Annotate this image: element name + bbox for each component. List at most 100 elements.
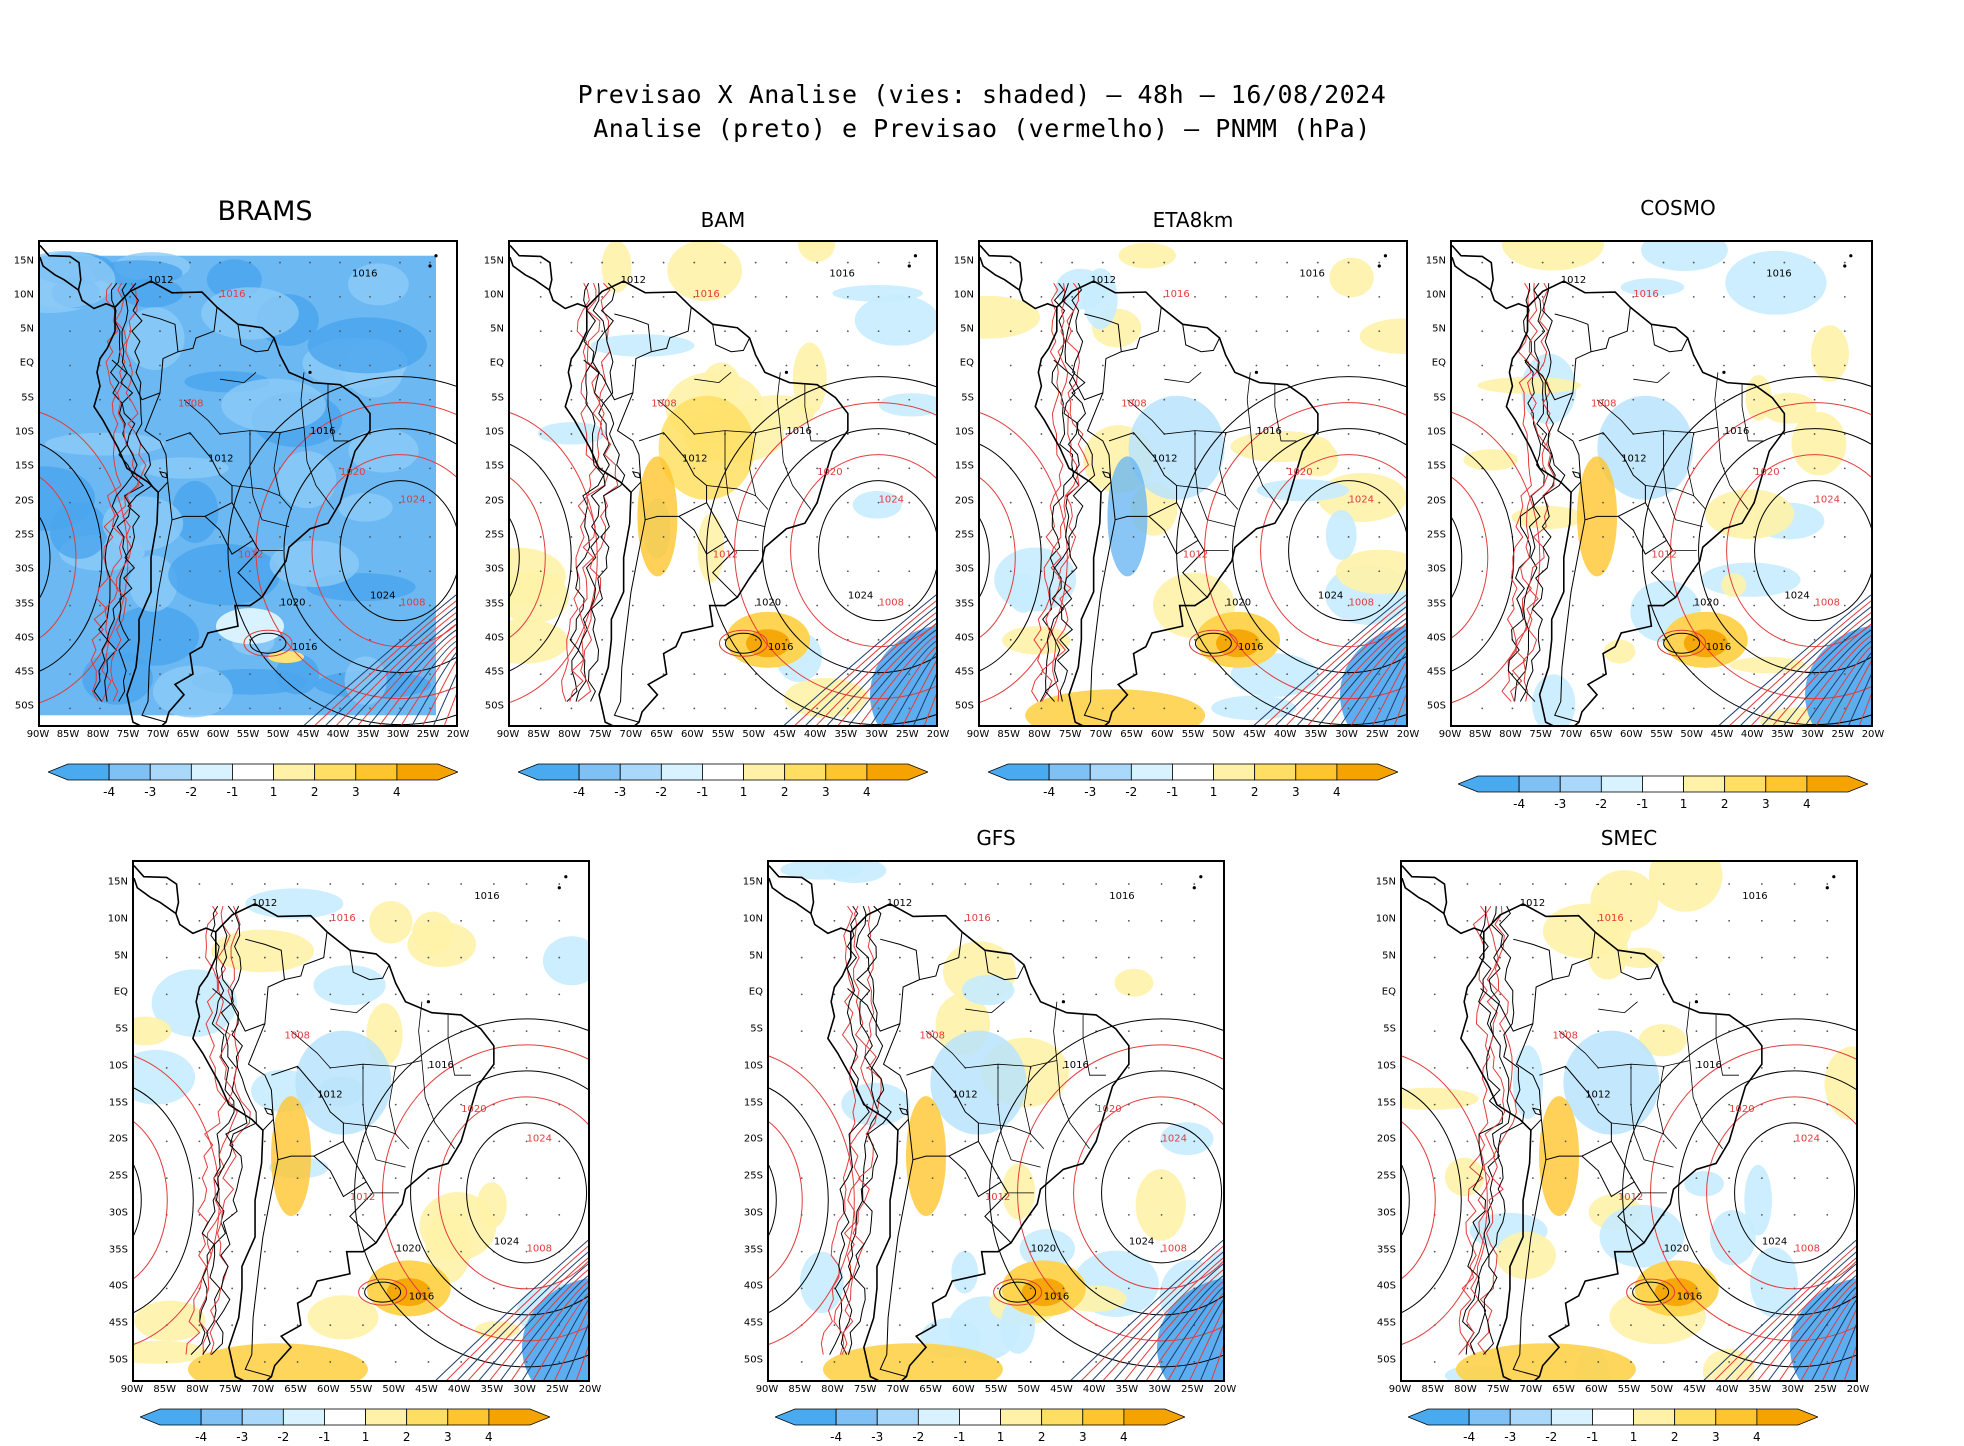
latitude-tick-label: 10N: [1375, 913, 1396, 925]
longitude-axis: 90W 85W 80W 75W 70W 65W 60W 55W 50W 45W 40W 35W 30W 2…: [497, 729, 950, 743]
latitude-tick-label: 15N: [1375, 876, 1396, 888]
latitude-tick-label: 35S: [954, 598, 974, 610]
colorbar-bin: [1041, 1408, 1084, 1426]
colorbar-tick-label: -1: [318, 1430, 331, 1444]
longitude-tick-label: 75W: [588, 729, 612, 740]
contour-labels: 1012 1016 1012 1016 1020 1024 1016 1016 1020 1012…: [1520, 891, 1820, 1303]
colorbar-bin: [355, 763, 398, 781]
longitude-tick-label: 35W: [356, 729, 380, 740]
colorbar-tick-label: -2: [1545, 1430, 1558, 1444]
coastlines: [134, 865, 568, 1380]
isobars: [1452, 282, 1871, 725]
longitude-tick-label: 85W: [1468, 729, 1492, 740]
longitude-tick-label: 80W: [186, 1384, 209, 1395]
longitude-tick-label: 65W: [1589, 729, 1613, 740]
latitude-tick-label: 35S: [1426, 598, 1446, 610]
svg-text:1020: 1020: [461, 1104, 486, 1115]
latitude-axis: 15N 10N 5N EQ 5S 10S 15S 20S 25S 30S 35S 40S 45S 50S: [96, 860, 128, 1382]
longitude-tick-label: 55W: [1617, 1384, 1641, 1395]
longitude-tick-label: 80W: [86, 729, 110, 740]
map-panel-gfs: 1012 1016 1012 1016 1020 1024 1016 1016 1020 1012…: [767, 860, 1225, 1382]
svg-text:1012: 1012: [1152, 453, 1177, 464]
longitude-tick-label: 30W: [1148, 1384, 1171, 1395]
svg-text:1020: 1020: [1694, 598, 1719, 609]
graticule: [800, 883, 1196, 1363]
latitude-tick-label: 50S: [1376, 1354, 1396, 1366]
longitude-tick-label: 45W: [296, 729, 320, 740]
latitude-tick-label: 20S: [954, 495, 974, 507]
svg-text:1012: 1012: [952, 1089, 977, 1100]
latitude-tick-label: 45S: [1426, 666, 1446, 678]
latitude-tick-label: 5N: [749, 950, 763, 962]
svg-text:1016: 1016: [1256, 426, 1281, 437]
latitude-tick-label: 5N: [960, 323, 974, 335]
latitude-tick-label: EQ: [1431, 357, 1446, 369]
colorbar-tick-label: -3: [871, 1430, 884, 1444]
bias-colorbar: -4 -3 -2 -1 1 2 3 4: [1458, 775, 1868, 813]
colorbar-bin: [1642, 775, 1684, 793]
svg-text:1020: 1020: [756, 598, 781, 609]
longitude-tick-label: 65W: [1120, 729, 1143, 740]
colorbar-bin: [1254, 763, 1297, 781]
colorbar-bin: [1509, 1408, 1552, 1426]
colorbar-tick-label: -1: [1636, 797, 1649, 811]
colorbar-bin: [232, 763, 274, 781]
longitude-tick-label: 90W: [120, 1384, 144, 1395]
isobars: [510, 282, 936, 725]
panel-title-gfs: GFS: [976, 826, 1016, 850]
latitude-tick-label: 20S: [743, 1133, 763, 1145]
latitude-axis: 15N 10N 5N EQ 5S 10S 15S 20S 25S 30S 35S 40S 45S 50S: [1414, 240, 1446, 727]
svg-text:1024: 1024: [1762, 1236, 1787, 1247]
latitude-tick-label: 25S: [954, 529, 974, 541]
svg-text:1008: 1008: [1162, 1244, 1187, 1255]
longitude-tick-label: 75W: [1486, 1384, 1510, 1395]
longitude-tick-label: 70W: [886, 1384, 910, 1395]
colorbar-bin: [1130, 763, 1173, 781]
svg-text:1016: 1016: [352, 268, 377, 279]
latitude-tick-label: 45S: [108, 1317, 128, 1329]
svg-text:1020: 1020: [340, 467, 365, 478]
latitude-tick-label: 35S: [743, 1244, 763, 1256]
latitude-tick-label: 30S: [14, 563, 34, 575]
longitude-tick-label: 75W: [853, 1384, 877, 1395]
latitude-tick-label: 30S: [1376, 1207, 1396, 1219]
colorbar-bin: [273, 763, 316, 781]
colorbar-bin: [775, 1408, 837, 1426]
longitude-tick-label: 75W: [1058, 729, 1082, 740]
longitude-tick-label: 30W: [386, 729, 410, 740]
coastlines: [40, 244, 438, 725]
svg-text:1008: 1008: [1795, 1244, 1820, 1255]
svg-text:1016: 1016: [1696, 1060, 1721, 1071]
svg-text:1016: 1016: [330, 913, 355, 924]
longitude-tick-label: 50W: [382, 1384, 406, 1395]
svg-text:1024: 1024: [1318, 591, 1343, 602]
colorbar-tick-label: -3: [144, 785, 157, 799]
colorbar-bin: [1550, 1408, 1593, 1426]
colorbar-tick-label: 3: [351, 785, 360, 799]
svg-text:1016: 1016: [1063, 1060, 1088, 1071]
svg-text:1012: 1012: [1520, 898, 1545, 909]
latitude-tick-label: 25S: [743, 1170, 763, 1182]
colorbar-tick-label: 4: [1333, 785, 1341, 799]
longitude-tick-label: 20W: [1861, 729, 1885, 740]
colorbar-bin: [876, 1408, 919, 1426]
latitude-tick-label: 5S: [491, 392, 504, 404]
figure-title: Previsao X Analise (vies: shaded) – 48h …: [577, 80, 1387, 109]
svg-text:1008: 1008: [527, 1244, 552, 1255]
colorbar-tick-label: 3: [821, 785, 830, 799]
colorbar-bin: [1756, 1408, 1818, 1426]
latitude-tick-label: 5N: [114, 950, 128, 962]
latitude-tick-label: 35S: [108, 1244, 128, 1256]
longitude-tick-label: 90W: [26, 729, 50, 740]
colorbar-bin: [784, 763, 827, 781]
latitude-tick-label: 5N: [1432, 323, 1446, 335]
svg-text:1016: 1016: [786, 426, 811, 437]
latitude-axis: 15N 10N 5N EQ 5S 10S 15S 20S 25S 30S 35S 40S 45S 50S: [731, 860, 763, 1382]
latitude-tick-label: 5S: [961, 392, 974, 404]
longitude-tick-label: 70W: [1519, 1384, 1543, 1395]
longitude-axis: 90W 85W 80W 75W 70W 65W 60W 55W 50W 45W 40W 35W 30W 2…: [27, 729, 470, 743]
coastlines: [769, 865, 1203, 1380]
latitude-tick-label: 35S: [484, 598, 504, 610]
svg-text:1012: 1012: [1091, 275, 1116, 286]
svg-text:1016: 1016: [768, 642, 793, 653]
